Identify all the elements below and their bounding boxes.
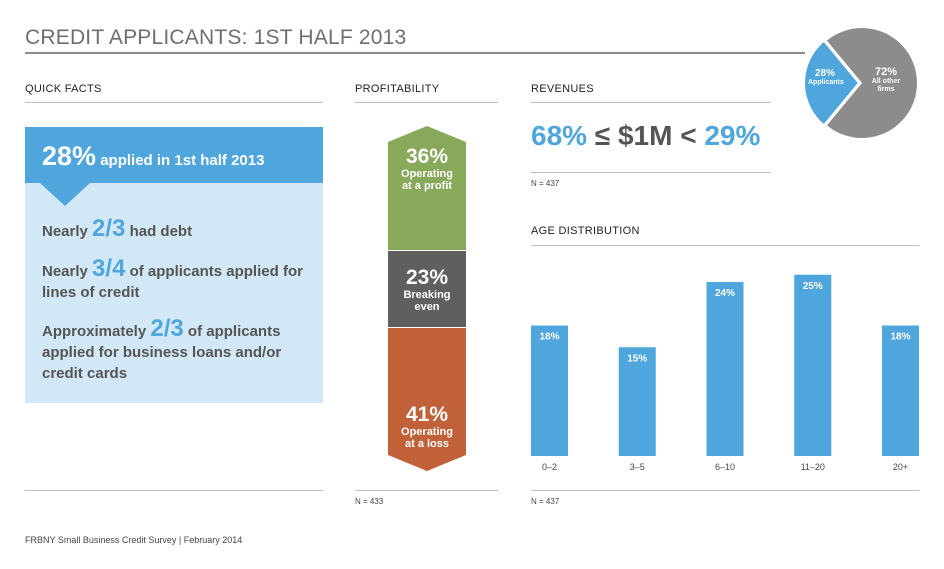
footer-source: FRBNY Small Business Credit Survey | Feb… <box>25 535 243 545</box>
revenues-middle: ≤ $1M < <box>587 120 705 151</box>
quick-facts-rule <box>25 102 323 103</box>
age-bar-value-label: 18% <box>890 332 910 343</box>
fact-lines-of-credit: Nearly 3/4 of applicants applied for lin… <box>42 255 322 303</box>
profitability-stack <box>388 126 466 471</box>
revenues-right-pct: 29% <box>704 120 761 151</box>
age-category-label: 0–2 <box>542 462 557 472</box>
breaking-even-segment <box>388 251 466 327</box>
profitability-n: N = 433 <box>355 497 384 506</box>
pie-other-label-1: All other <box>871 78 901 85</box>
age-distribution-rule <box>531 245 919 246</box>
age-bar-value-label: 24% <box>715 288 735 299</box>
profit-text-2: at a profit <box>401 180 453 192</box>
pie-label-applicants: 28% Applicants <box>808 68 844 86</box>
fact-post: had debt <box>125 223 193 240</box>
age-bar-2 <box>706 282 744 456</box>
loss-segment <box>388 328 466 471</box>
profit-text-1: Operating <box>401 168 453 180</box>
headline-percent: 28% <box>42 141 97 171</box>
pie-slice-other <box>826 28 917 138</box>
age-bar-3 <box>794 274 832 456</box>
age-distribution-heading: AGE DISTRIBUTION <box>531 225 640 237</box>
age-bar-0 <box>531 325 568 456</box>
age-category-label: 3–5 <box>630 462 645 472</box>
profit-label: 36% Operating at a profit <box>388 145 466 193</box>
profitability-heading: PROFITABILITY <box>355 83 440 95</box>
age-category-label: 20+ <box>893 462 908 472</box>
revenues-bottom-rule <box>531 172 771 173</box>
even-label: 23% Breaking even <box>388 266 466 314</box>
headline-text: applied in 1st half 2013 <box>96 152 265 169</box>
loss-pct: 41% <box>405 403 449 426</box>
pie-other-label-2: firms <box>877 86 895 93</box>
page-title: CREDIT APPLICANTS: 1ST HALF 2013 <box>25 26 407 49</box>
age-bar-value-label: 18% <box>539 332 559 343</box>
pie-label-other: 72% All other firms <box>866 66 906 94</box>
pie-applicants-label: Applicants <box>808 79 844 86</box>
quick-facts-banner <box>25 127 323 183</box>
fact-pre: Nearly <box>42 223 93 240</box>
revenues-statement: 68% ≤ $1M < 29% <box>531 120 760 152</box>
fact-big: 2/3 <box>92 215 126 242</box>
pie-other-pct: 72% <box>874 66 898 78</box>
revenues-left-pct: 68% <box>531 120 588 151</box>
revenues-n: N = 437 <box>531 179 560 188</box>
fact-post: of applicants applied for business loans… <box>42 323 282 382</box>
profitability-bottom-rule <box>355 490 498 491</box>
revenues-rule <box>531 102 771 103</box>
fact-debt: Nearly 2/3 had debt <box>42 215 322 242</box>
age-bar-value-label: 25% <box>803 281 823 292</box>
age-bar-4 <box>882 325 919 456</box>
applicant-share-pie <box>805 28 917 138</box>
loss-label: 41% Operating at a loss <box>388 403 466 451</box>
profit-pct: 36% <box>405 145 449 168</box>
age-bar-value-label: 15% <box>627 353 647 364</box>
quick-facts-headline: 28% applied in 1st half 2013 <box>42 141 264 172</box>
pie-applicants-pct: 28% <box>814 68 835 79</box>
age-distribution-n: N = 437 <box>531 497 560 506</box>
loss-text-2: at a loss <box>404 438 450 450</box>
fact-post: of applicants applied for lines of credi… <box>42 263 303 301</box>
fact-business-loans: Approximately 2/3 of applicants applied … <box>42 315 317 384</box>
profitability-rule <box>355 102 498 103</box>
quick-facts-bottom-rule <box>25 490 323 491</box>
age-category-label: 11–20 <box>801 462 825 472</box>
fact-pre: Approximately <box>42 323 151 340</box>
age-category-label: 6–10 <box>715 462 735 472</box>
even-text-2: even <box>414 301 440 313</box>
loss-text-1: Operating <box>401 426 453 438</box>
quick-facts-heading: QUICK FACTS <box>25 83 102 95</box>
age-bar-1 <box>618 347 656 456</box>
even-text-1: Breaking <box>403 289 451 301</box>
quick-facts-banner-notch <box>40 183 90 206</box>
revenues-heading: REVENUES <box>531 83 594 95</box>
profit-segment <box>388 126 466 250</box>
fact-big: 3/4 <box>92 255 126 282</box>
age-distribution-bottom-rule <box>531 490 919 491</box>
title-rule <box>25 52 805 54</box>
fact-big: 2/3 <box>150 315 184 342</box>
fact-pre: Nearly <box>42 263 93 280</box>
even-pct: 23% <box>405 266 449 289</box>
pie-slice-applicants <box>805 39 861 127</box>
